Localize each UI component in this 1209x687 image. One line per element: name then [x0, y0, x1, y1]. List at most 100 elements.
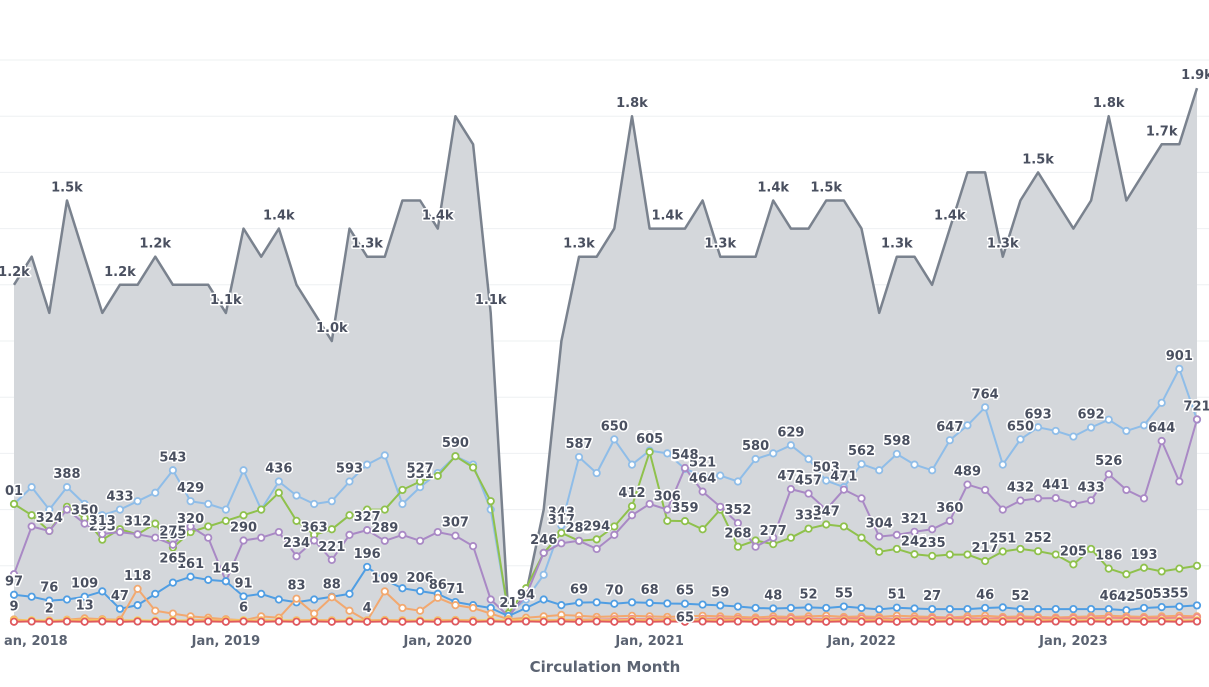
data-point[interactable]: [698, 617, 707, 626]
data-point[interactable]: [363, 562, 372, 572]
data-point[interactable]: [680, 517, 690, 526]
data-point[interactable]: [1104, 617, 1113, 626]
data-point[interactable]: [998, 505, 1007, 514]
data-point[interactable]: [610, 522, 619, 531]
data-point[interactable]: [433, 471, 442, 480]
data-point[interactable]: [115, 617, 125, 626]
data-point[interactable]: [822, 617, 831, 626]
data-point[interactable]: [663, 617, 672, 626]
data-point[interactable]: [981, 603, 990, 613]
data-point[interactable]: [786, 533, 795, 542]
data-point[interactable]: [416, 606, 425, 615]
data-point[interactable]: [610, 435, 619, 444]
data-point[interactable]: [1051, 426, 1060, 436]
data-point[interactable]: [557, 617, 566, 626]
data-point[interactable]: [274, 595, 283, 604]
data-point[interactable]: [204, 533, 213, 542]
data-point[interactable]: [221, 617, 230, 626]
data-point[interactable]: [1104, 470, 1113, 479]
data-point[interactable]: [1139, 494, 1149, 503]
data-point[interactable]: [769, 533, 778, 542]
data-point[interactable]: [292, 552, 301, 561]
data-point[interactable]: [1069, 499, 1078, 509]
data-point[interactable]: [380, 575, 389, 584]
data-point[interactable]: [1069, 604, 1078, 614]
data-point[interactable]: [398, 603, 407, 613]
data-point[interactable]: [133, 584, 142, 593]
data-point[interactable]: [133, 497, 142, 506]
data-point[interactable]: [574, 598, 584, 607]
data-point[interactable]: [663, 449, 672, 458]
data-point[interactable]: [804, 524, 813, 533]
data-point[interactable]: [168, 617, 178, 626]
data-point[interactable]: [928, 604, 937, 614]
data-point[interactable]: [592, 468, 601, 478]
data-point[interactable]: [592, 535, 601, 544]
data-point[interactable]: [168, 609, 178, 618]
data-point[interactable]: [115, 505, 125, 514]
data-point[interactable]: [1016, 435, 1025, 444]
data-point[interactable]: [98, 529, 107, 539]
data-point[interactable]: [98, 587, 107, 596]
data-point[interactable]: [151, 488, 160, 497]
data-point[interactable]: [680, 599, 690, 608]
data-point[interactable]: [928, 551, 937, 561]
data-point[interactable]: [1192, 601, 1202, 610]
data-point[interactable]: [910, 604, 919, 613]
data-point[interactable]: [416, 586, 425, 596]
data-point[interactable]: [945, 516, 954, 525]
data-point[interactable]: [1069, 432, 1078, 441]
data-point[interactable]: [645, 617, 654, 626]
data-point[interactable]: [363, 617, 372, 626]
data-point[interactable]: [822, 603, 831, 613]
data-point[interactable]: [80, 617, 89, 626]
data-point[interactable]: [698, 487, 707, 496]
data-point[interactable]: [257, 617, 266, 626]
data-point[interactable]: [1016, 496, 1025, 505]
data-point[interactable]: [451, 452, 460, 461]
data-point[interactable]: [769, 617, 778, 626]
data-point[interactable]: [822, 476, 831, 485]
data-point[interactable]: [733, 602, 743, 611]
data-point[interactable]: [239, 592, 248, 601]
data-point[interactable]: [274, 527, 283, 537]
data-point[interactable]: [380, 617, 389, 626]
data-point[interactable]: [875, 547, 884, 556]
data-point[interactable]: [1016, 544, 1025, 554]
data-point[interactable]: [769, 604, 778, 613]
data-point[interactable]: [62, 595, 72, 604]
data-point[interactable]: [592, 544, 601, 554]
data-point[interactable]: [574, 536, 584, 545]
data-point[interactable]: [1192, 617, 1202, 626]
data-point[interactable]: [468, 603, 478, 613]
data-point[interactable]: [822, 520, 831, 529]
data-point[interactable]: [345, 589, 354, 599]
data-point[interactable]: [327, 555, 336, 564]
data-point[interactable]: [9, 570, 19, 579]
data-point[interactable]: [239, 466, 248, 475]
data-point[interactable]: [274, 488, 283, 497]
data-point[interactable]: [663, 516, 672, 525]
data-point[interactable]: [115, 527, 125, 537]
data-point[interactable]: [98, 617, 107, 626]
data-point[interactable]: [981, 556, 990, 566]
data-point[interactable]: [451, 601, 460, 610]
data-point[interactable]: [610, 530, 619, 539]
data-point[interactable]: [751, 454, 760, 464]
data-point[interactable]: [133, 601, 142, 610]
data-point[interactable]: [1051, 617, 1060, 626]
data-point[interactable]: [751, 617, 760, 626]
data-point[interactable]: [62, 617, 72, 626]
data-point[interactable]: [963, 421, 972, 430]
data-point[interactable]: [857, 603, 866, 613]
data-point[interactable]: [204, 499, 213, 509]
data-point[interactable]: [221, 505, 230, 514]
data-point[interactable]: [168, 540, 178, 549]
data-point[interactable]: [27, 511, 36, 520]
data-point[interactable]: [804, 603, 813, 612]
data-point[interactable]: [45, 505, 54, 514]
data-point[interactable]: [151, 533, 160, 542]
data-point[interactable]: [963, 604, 972, 614]
data-point[interactable]: [204, 522, 213, 531]
data-point[interactable]: [839, 602, 848, 611]
